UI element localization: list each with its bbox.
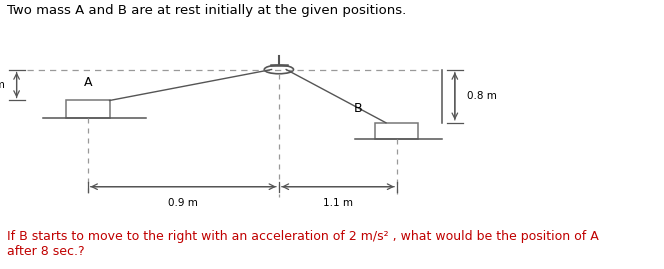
Text: 0.4 m: 0.4 m (0, 80, 5, 90)
Text: 1.1 m: 1.1 m (323, 198, 353, 208)
Text: If B starts to move to the right with an acceleration of 2 m/s² , what would be : If B starts to move to the right with an… (7, 230, 598, 258)
Text: A: A (84, 76, 92, 89)
Text: Two mass A and B are at rest initially at the given positions.: Two mass A and B are at rest initially a… (7, 4, 406, 17)
Bar (375, 123, 418, 139)
Text: 0.9 m: 0.9 m (169, 198, 198, 208)
Text: 0.8 m: 0.8 m (467, 91, 497, 101)
Bar (66, 101, 110, 118)
Text: B: B (353, 102, 362, 115)
